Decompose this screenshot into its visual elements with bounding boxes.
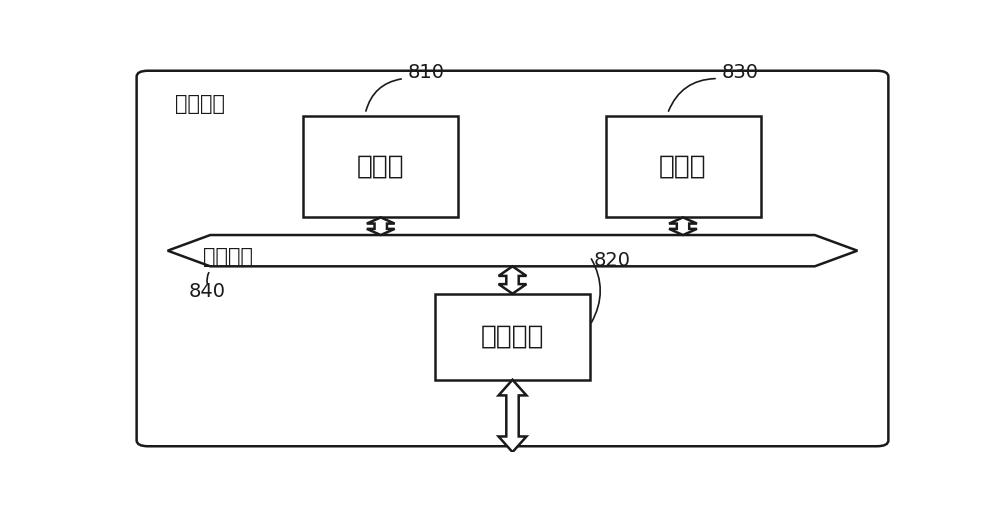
Bar bbox=[303, 116, 458, 217]
Polygon shape bbox=[168, 235, 857, 266]
Text: 820: 820 bbox=[594, 251, 631, 270]
Text: 通信接口: 通信接口 bbox=[481, 324, 544, 350]
FancyBboxPatch shape bbox=[137, 71, 888, 446]
Polygon shape bbox=[669, 217, 697, 235]
Polygon shape bbox=[367, 217, 395, 235]
Bar bbox=[435, 294, 590, 380]
Text: 电子设备: 电子设备 bbox=[175, 94, 225, 114]
Text: 840: 840 bbox=[189, 282, 226, 301]
Text: 810: 810 bbox=[408, 63, 445, 82]
Text: 处理器: 处理器 bbox=[357, 153, 405, 179]
Bar bbox=[606, 116, 761, 217]
Polygon shape bbox=[499, 380, 526, 452]
Polygon shape bbox=[499, 266, 526, 294]
Text: 存储器: 存储器 bbox=[659, 153, 707, 179]
Text: 通信总线: 通信总线 bbox=[202, 246, 252, 267]
Text: 830: 830 bbox=[722, 63, 759, 82]
